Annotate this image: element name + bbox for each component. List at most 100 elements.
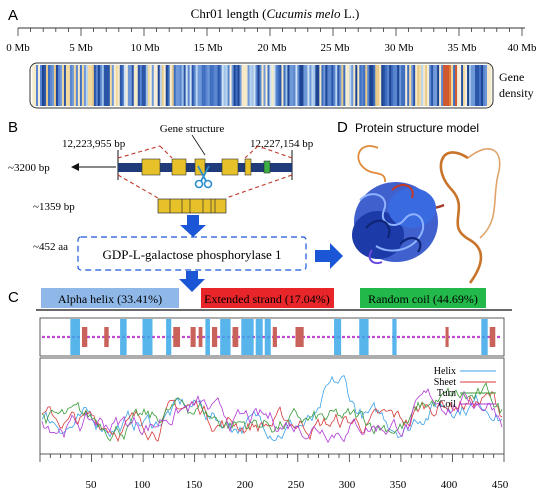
density-stripe — [285, 65, 288, 106]
density-stripe — [157, 65, 161, 106]
density-stripe — [267, 65, 270, 106]
density-stripe — [265, 65, 268, 106]
density-stripe — [421, 65, 424, 106]
density-stripe — [287, 65, 290, 106]
density-stripe — [363, 65, 366, 106]
density-stripe — [183, 65, 186, 106]
density-stripe — [135, 65, 139, 106]
helix-segment — [481, 319, 488, 355]
density-stripe — [193, 65, 196, 106]
exon — [141, 158, 161, 176]
protein-model-title: Protein structure model — [355, 121, 479, 135]
strand-segment — [190, 327, 196, 347]
density-stripe — [457, 65, 460, 106]
density-stripe — [149, 65, 153, 106]
density-stripe — [113, 65, 117, 106]
profile-plot-frame — [39, 357, 505, 455]
density-stripe — [155, 65, 159, 106]
chromosome-title: Chr01 length (Cucumis melo L.) — [191, 6, 360, 21]
helix-segment — [255, 319, 263, 355]
density-stripe — [261, 65, 264, 106]
density-stripe — [39, 65, 43, 106]
density-stripe — [241, 65, 244, 106]
density-stripe — [475, 65, 478, 106]
tick-20mb: 20 Mb — [257, 42, 287, 54]
density-stripe — [197, 65, 200, 106]
density-stripe — [93, 65, 97, 106]
density-stripe — [105, 65, 109, 106]
density-stripe — [329, 65, 332, 106]
density-stripe — [333, 65, 336, 106]
gene-density-label-1: Gene — [499, 70, 524, 84]
density-stripe — [209, 65, 212, 106]
density-stripe — [273, 65, 276, 106]
density-stripe — [437, 65, 440, 106]
x-tick-450: 450 — [492, 479, 509, 491]
density-stripe — [173, 65, 176, 106]
profile-x-labels: 50 100 150 200 250 300 350 400 450 — [86, 479, 509, 491]
gene-density-heatmap — [32, 65, 492, 106]
panel-c-label: C — [8, 289, 19, 306]
legend-extended-strand-label: Extended strand (17.04%) — [204, 292, 330, 306]
density-stripe — [281, 65, 284, 106]
density-stripe — [413, 65, 416, 106]
density-stripe — [153, 65, 157, 106]
panel-b-label: B — [8, 119, 18, 136]
density-stripe — [419, 65, 422, 106]
x-tick-400: 400 — [441, 479, 458, 491]
x-tick-350: 350 — [390, 479, 407, 491]
density-stripe — [481, 65, 484, 106]
profile-legend-helix: Helix — [434, 366, 456, 377]
density-stripe — [393, 65, 396, 106]
density-stripe — [245, 65, 248, 106]
density-stripe — [177, 65, 180, 106]
density-stripe — [121, 65, 125, 106]
coord-left: 12,223,955 bp — [62, 138, 126, 150]
profile-x-ticks — [39, 454, 505, 462]
density-stripe — [151, 65, 155, 106]
density-stripe — [233, 65, 236, 106]
legend-extended-strand — [201, 288, 334, 308]
density-stripe — [163, 65, 167, 106]
density-stripe — [243, 65, 246, 106]
helix-segment — [70, 319, 80, 355]
density-stripe — [89, 65, 93, 106]
density-stripe — [133, 65, 137, 106]
density-stripe — [263, 65, 266, 106]
density-stripe — [69, 65, 73, 106]
tick-15mb: 15 Mb — [193, 42, 223, 54]
exon — [244, 158, 252, 176]
density-stripe — [291, 65, 294, 106]
density-stripe — [277, 65, 280, 106]
density-stripe — [399, 65, 402, 106]
density-stripe — [471, 65, 474, 106]
density-stripe — [47, 65, 51, 106]
density-stripe — [439, 65, 442, 106]
density-stripe — [473, 65, 476, 106]
helix-segment — [120, 319, 127, 355]
strand-segment — [295, 327, 304, 347]
density-stripe — [327, 65, 330, 106]
density-stripe — [115, 65, 119, 106]
exon — [221, 158, 239, 176]
strand-segment — [211, 327, 218, 347]
density-stripe — [347, 65, 350, 106]
density-stripe — [139, 65, 143, 106]
density-stripe — [43, 65, 47, 106]
density-stripe — [73, 65, 77, 106]
density-stripe — [367, 65, 370, 106]
coord-right: 12,227,154 bp — [250, 138, 314, 150]
density-stripe — [315, 65, 318, 106]
tick-40mb: 40 Mb — [507, 42, 537, 54]
strand-segment — [445, 327, 449, 347]
density-stripe — [107, 65, 111, 106]
density-stripe — [253, 65, 256, 106]
density-stripe — [65, 65, 69, 106]
density-stripe — [351, 65, 354, 106]
density-stripe — [161, 65, 165, 106]
density-stripe — [219, 65, 222, 106]
exon — [194, 158, 206, 176]
chromosome-ticklabels: 0 Mb 5 Mb 10 Mb 15 Mb 20 Mb 25 Mb 30 Mb … — [6, 42, 537, 54]
density-stripe — [203, 65, 206, 106]
density-stripe — [427, 65, 430, 106]
